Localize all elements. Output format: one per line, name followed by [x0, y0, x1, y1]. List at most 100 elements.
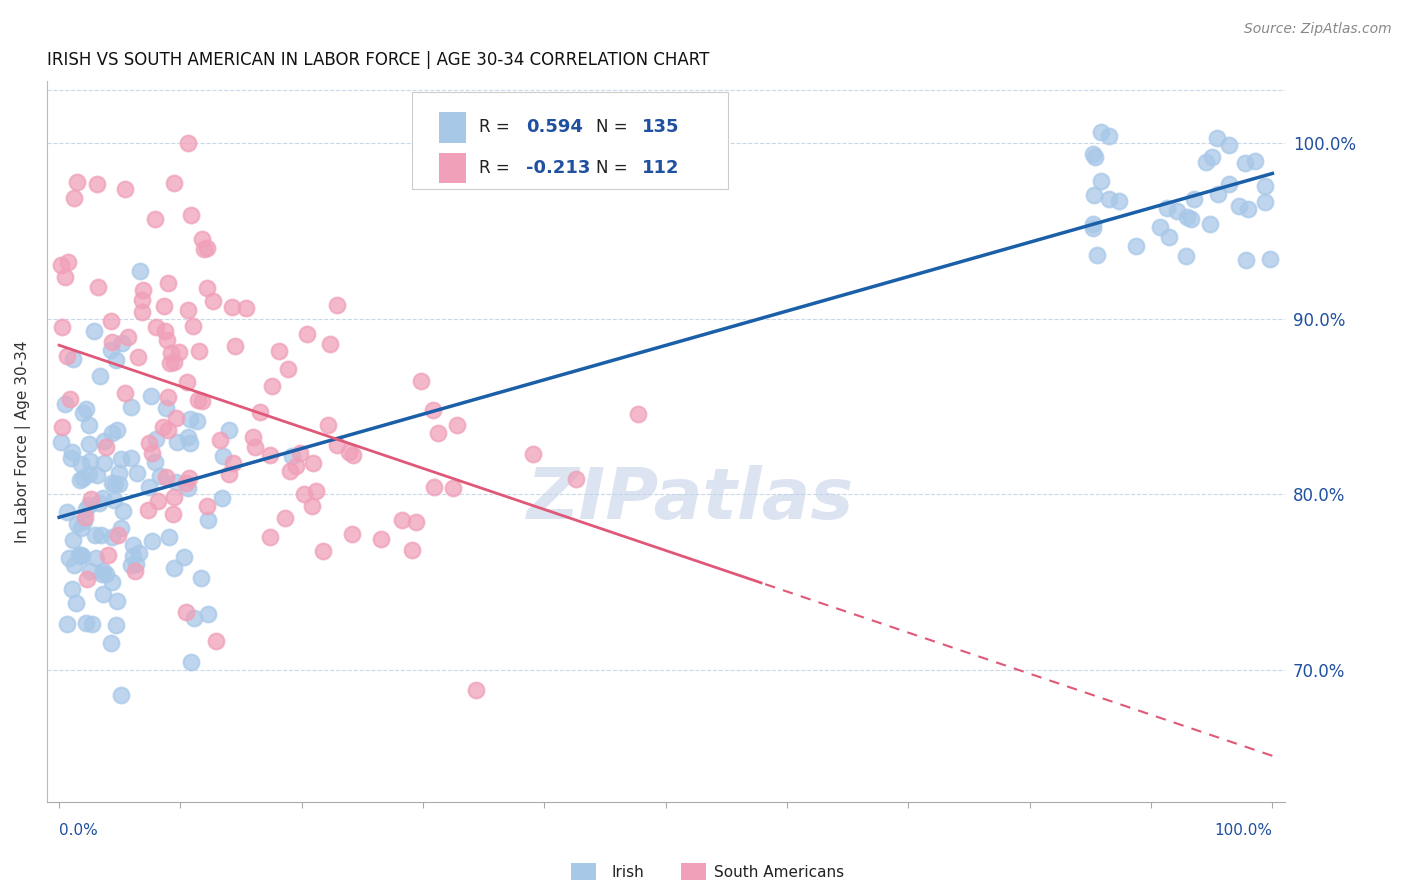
- Point: [93, 434, 115, 448]
- Point: [76, 572, 98, 586]
- Point: [132, 283, 155, 297]
- Point: [176, 375, 198, 389]
- Point: [1180, 211, 1202, 226]
- Point: [281, 449, 304, 463]
- Point: [218, 467, 240, 482]
- Point: [72, 406, 94, 420]
- Point: [73, 510, 96, 524]
- Point: [259, 530, 281, 544]
- Point: [84, 551, 107, 566]
- Text: N =: N =: [596, 159, 633, 177]
- Point: [302, 456, 325, 470]
- Point: [180, 656, 202, 670]
- Point: [91, 491, 114, 505]
- Point: [49, 435, 72, 450]
- Text: 100.0%: 100.0%: [1215, 822, 1272, 838]
- Point: [260, 379, 283, 393]
- Point: [249, 405, 271, 419]
- Point: [211, 450, 233, 464]
- Point: [1206, 131, 1229, 145]
- Text: 0.594: 0.594: [526, 119, 582, 136]
- FancyBboxPatch shape: [412, 92, 728, 189]
- Point: [91, 564, 114, 578]
- Point: [284, 459, 307, 474]
- Point: [342, 448, 364, 462]
- Point: [208, 433, 231, 447]
- Point: [138, 435, 160, 450]
- Point: [1081, 147, 1104, 161]
- Point: [177, 303, 200, 318]
- Point: [120, 400, 142, 414]
- Point: [75, 401, 97, 416]
- Point: [77, 498, 100, 512]
- Text: R =: R =: [479, 119, 515, 136]
- Point: [75, 616, 97, 631]
- Point: [56, 617, 79, 632]
- Point: [295, 326, 318, 341]
- Point: [79, 437, 101, 451]
- Point: [105, 423, 128, 437]
- Point: [136, 503, 159, 517]
- Point: [173, 549, 195, 564]
- Point: [1182, 193, 1205, 207]
- Point: [370, 532, 392, 546]
- Point: [70, 457, 93, 471]
- Point: [565, 472, 588, 486]
- Bar: [439, 153, 467, 183]
- Point: [186, 414, 208, 428]
- Point: [179, 411, 201, 425]
- Point: [211, 491, 233, 506]
- Point: [222, 456, 245, 470]
- Point: [159, 530, 181, 544]
- Point: [166, 435, 188, 450]
- Point: [59, 392, 82, 406]
- Text: South Americans: South Americans: [714, 865, 845, 880]
- Text: R =: R =: [479, 159, 515, 177]
- Point: [280, 464, 302, 478]
- Point: [157, 423, 180, 437]
- Point: [1084, 150, 1107, 164]
- Point: [179, 471, 201, 485]
- Point: [221, 301, 243, 315]
- Point: [163, 176, 186, 190]
- Point: [1097, 192, 1119, 206]
- Point: [1083, 221, 1105, 235]
- Point: [326, 298, 349, 312]
- Point: [181, 318, 204, 333]
- Point: [65, 596, 87, 610]
- Point: [326, 438, 349, 452]
- Point: [56, 505, 79, 519]
- Point: [427, 425, 450, 440]
- Text: 135: 135: [643, 119, 679, 136]
- Point: [97, 548, 120, 562]
- Point: [51, 320, 73, 334]
- Point: [163, 491, 186, 505]
- Point: [53, 270, 76, 285]
- Point: [177, 136, 200, 150]
- Point: [1233, 156, 1256, 170]
- Point: [155, 401, 177, 416]
- Point: [245, 441, 267, 455]
- Point: [114, 182, 136, 196]
- Point: [1201, 151, 1223, 165]
- Point: [193, 242, 215, 256]
- Point: [104, 353, 127, 368]
- Point: [1244, 153, 1267, 168]
- Point: [107, 527, 129, 541]
- Point: [62, 582, 84, 596]
- Point: [197, 607, 219, 621]
- Point: [124, 564, 146, 578]
- Point: [86, 468, 108, 483]
- Point: [1198, 217, 1220, 231]
- Text: -0.213: -0.213: [526, 159, 591, 177]
- Point: [162, 355, 184, 369]
- Point: [1083, 188, 1105, 202]
- Point: [318, 417, 340, 432]
- Point: [108, 466, 131, 480]
- Point: [1218, 137, 1240, 152]
- Point: [409, 374, 432, 388]
- Point: [1166, 204, 1188, 219]
- Point: [191, 394, 214, 409]
- Point: [1156, 201, 1178, 215]
- Point: [1253, 178, 1275, 193]
